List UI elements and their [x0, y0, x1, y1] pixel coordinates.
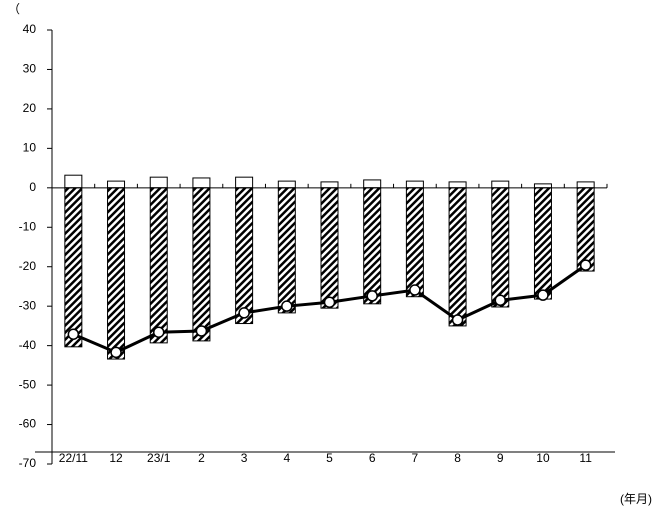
- bar: [448, 181, 467, 189]
- bar: [405, 187, 424, 298]
- bar: [64, 174, 83, 189]
- x-tick-label: 5: [326, 451, 333, 465]
- marker: [451, 314, 464, 326]
- bar: [320, 187, 339, 309]
- y-tick-label: 20: [23, 101, 37, 115]
- bar: [235, 176, 254, 189]
- bar: [533, 183, 552, 189]
- marker: [195, 325, 208, 337]
- bar: [107, 187, 126, 360]
- y-tick-label: 40: [23, 22, 37, 36]
- y-tick-label: -70: [19, 456, 37, 470]
- y-tick-label: -20: [19, 259, 37, 273]
- bar: [277, 180, 296, 189]
- marker: [152, 326, 165, 338]
- marker: [67, 328, 80, 340]
- x-axis-label: (年月): [620, 492, 652, 506]
- bar: [491, 187, 510, 308]
- y-tick-label: -60: [19, 417, 37, 431]
- y-tick-label: -10: [19, 219, 37, 233]
- marker: [579, 259, 592, 271]
- marker: [110, 346, 122, 359]
- x-tick-label: 7: [412, 451, 419, 465]
- marker: [494, 294, 507, 307]
- top-label: （: [8, 2, 20, 16]
- x-tick-label: 3: [241, 451, 248, 465]
- bar: [64, 187, 83, 348]
- y-tick-label: -40: [19, 338, 37, 352]
- bar: [405, 180, 424, 189]
- bar: [107, 180, 126, 189]
- marker: [323, 296, 336, 308]
- bar: [491, 180, 510, 189]
- marker: [238, 307, 250, 319]
- marker: [409, 284, 421, 296]
- x-tick-label: 6: [369, 451, 376, 465]
- bar: [448, 187, 467, 327]
- x-tick-label: 2: [198, 451, 205, 465]
- y-tick-label: 10: [23, 141, 37, 155]
- y-tick-label: -30: [19, 298, 37, 312]
- marker: [366, 290, 378, 302]
- bar: [576, 187, 595, 272]
- bar: [235, 187, 254, 325]
- bar: [192, 177, 211, 189]
- x-tick-label: 23/1: [147, 451, 171, 465]
- x-tick-label: 11: [579, 451, 592, 465]
- bar: [576, 181, 595, 189]
- bar: [277, 187, 296, 314]
- y-tick-label: 30: [23, 62, 37, 76]
- x-tick-label: 10: [536, 451, 550, 465]
- x-tick-label: 12: [109, 451, 123, 465]
- bar: [192, 187, 211, 342]
- y-tick-label: 0: [29, 180, 36, 194]
- bar: [363, 179, 382, 189]
- x-tick-label: 4: [283, 451, 290, 465]
- bar: [363, 187, 382, 305]
- bar: [149, 187, 168, 344]
- x-tick-label: 9: [497, 451, 504, 465]
- y-tick-label: -50: [19, 377, 37, 391]
- marker: [281, 300, 293, 312]
- bar: [533, 187, 552, 300]
- x-tick-label: 22/11: [59, 451, 88, 465]
- marker: [537, 289, 549, 301]
- x-tick-label: 8: [454, 451, 461, 465]
- bar: [149, 176, 168, 189]
- bar: [320, 181, 339, 189]
